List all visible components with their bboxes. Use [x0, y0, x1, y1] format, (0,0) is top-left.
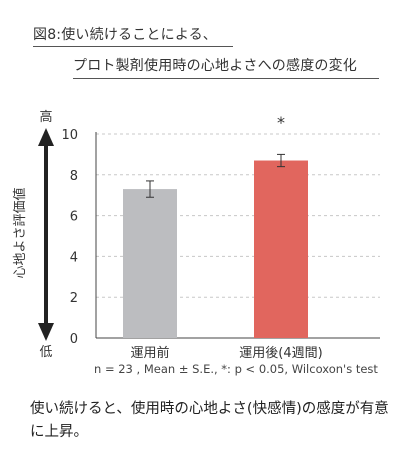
bar-1 [123, 189, 177, 338]
y-tick-label: 2 [70, 291, 78, 306]
y-tick-labels: 0 2 4 6 8 10 [61, 128, 78, 347]
arrow-up-icon [38, 128, 54, 146]
y-tick-label: 6 [70, 210, 78, 225]
figure-title-line2: プロト製剤使用時の心地よさへの感度の変化 [73, 58, 357, 74]
y-tick-label: 8 [70, 169, 78, 184]
summary-text: 使い続けると、使用時の心地よさ(快感情)の感度が有意に上昇。 [30, 401, 389, 440]
y-low-label: 低 [39, 345, 52, 360]
bar-chart: 0 2 4 6 8 10 高 低 心地よさ評価値 運用前 運用後(4週間) * [12, 109, 380, 360]
y-tick-label: 4 [70, 250, 78, 265]
arrow-down-icon [38, 323, 54, 341]
error-bars [146, 153, 285, 198]
title-underline-1 [33, 46, 233, 47]
y-tick-label: 10 [61, 128, 78, 143]
x-tick-label-1: 運用前 [130, 345, 169, 360]
significance-mark: * [277, 113, 285, 132]
y-high-label: 高 [39, 109, 52, 125]
figure-title-line1: 図8:使い続けることによる、 [33, 27, 218, 43]
gridlines [96, 133, 380, 298]
x-tick-labels: 運用前 運用後(4週間) [130, 345, 322, 360]
y-tick-label: 0 [70, 332, 78, 347]
y-axis-label: 心地よさ評価値 [12, 187, 28, 278]
bar-2 [254, 160, 308, 338]
bars [123, 160, 308, 338]
title-underline-2 [73, 78, 379, 79]
x-tick-label-2: 運用後(4週間) [239, 346, 322, 360]
significance-marks: * [277, 113, 285, 132]
statistics-note: n = 23 , Mean ± S.E., *: p < 0.05, Wilco… [94, 362, 378, 376]
